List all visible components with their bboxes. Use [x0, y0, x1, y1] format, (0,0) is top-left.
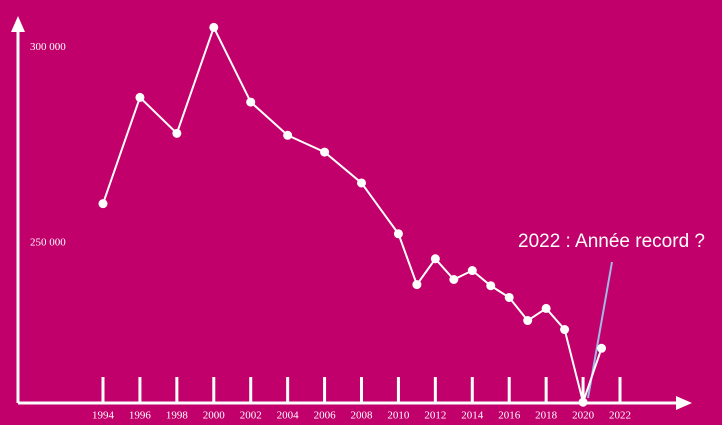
x-tick-label: 2014	[461, 410, 484, 422]
point	[172, 128, 182, 138]
point	[504, 292, 514, 302]
point	[412, 280, 422, 290]
x-tick-label: 2020	[572, 410, 595, 422]
x-tick-label: 1998	[166, 410, 189, 422]
point	[449, 275, 459, 285]
point	[578, 397, 588, 407]
y-axis-arrow	[11, 16, 25, 32]
point	[283, 130, 293, 140]
x-tick-label: 2012	[424, 410, 446, 422]
x-tick-label: 2006	[314, 410, 337, 422]
annotation: 2022 : Année record ?	[518, 231, 705, 252]
x-tick-label: 2022	[609, 410, 631, 422]
y-tick-label: 250 000	[30, 236, 66, 248]
point	[597, 343, 607, 353]
point	[246, 97, 256, 107]
x-tick-label: 1996	[129, 410, 152, 422]
point	[523, 316, 533, 326]
point	[541, 303, 551, 313]
x-tick-label: 2018	[535, 410, 558, 422]
x-tick-label: 2010	[387, 410, 410, 422]
point	[560, 325, 570, 335]
point	[430, 254, 440, 264]
x-tick-label: 1994	[92, 410, 115, 422]
point	[320, 147, 330, 157]
x-tick-label: 2000	[203, 410, 226, 422]
point	[393, 229, 403, 239]
point	[357, 178, 366, 188]
x-axis-arrow	[676, 396, 692, 410]
x-tick-label: 2004	[277, 410, 300, 422]
x-tick-label: 2008	[351, 410, 374, 422]
y-tick-label: 300 000	[30, 41, 66, 53]
x-tick-label: 2016	[498, 410, 521, 422]
point	[98, 199, 108, 209]
point	[209, 22, 219, 32]
point	[467, 266, 477, 276]
point	[135, 92, 145, 102]
x-tick-label: 2002	[240, 410, 262, 422]
point	[486, 281, 496, 291]
